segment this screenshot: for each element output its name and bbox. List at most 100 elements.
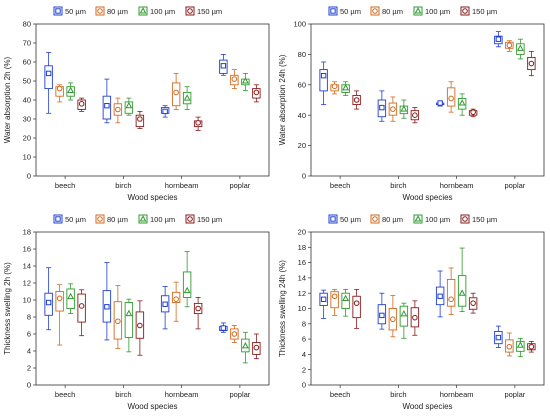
median-marker [320,72,327,79]
legend-item: 150 µm [460,6,497,16]
median-marker [470,300,476,306]
median-marker [220,325,227,331]
y-tick-label: 20 [298,141,306,150]
y-tick-label: 80 [298,50,306,59]
y-tick-label: 6 [27,330,31,339]
box-iqr [182,271,192,298]
legend-item: 150 µm [460,214,497,224]
legend-label: 80 µm [107,215,128,224]
chart-svg: 50 µm 80 µm 100 µm 150 µm 0 20 40 60 80 100 Water … [278,6,545,202]
box-plot [319,61,328,105]
box-plot [505,332,514,357]
y-axis: 0 2 4 6 8 10 12 14 16 18 20 [298,228,311,390]
y-tick-label: 16 [23,245,31,254]
box-plot [182,86,192,110]
legend-label: 50 µm [65,215,86,224]
chart-thickness-swelling-24h: 50 µm 80 µm 100 µm 150 µm 0 2 4 6 8 10 12 14 16 18 20 T… [275,208,550,417]
legend-marker [55,8,61,14]
median-marker [320,296,327,303]
y-tick-label: 0 [27,381,31,390]
legend-item: 50 µm [328,214,361,224]
chart-svg: 50 µm 80 µm 100 µm 150 µm 0 10 20 30 40 50 60 70 80 W… [3,6,270,202]
median-marker [56,295,63,302]
y-tick-label: 14 [298,274,306,283]
box-plot [44,267,53,331]
legend-label: 150 µm [472,7,497,16]
legend: 50 µm 80 µm 100 µm 150 µm [53,6,222,16]
y-tick-label: 80 [23,20,31,29]
median-marker [528,343,535,350]
box-plot [516,38,525,60]
box-plot [182,251,192,308]
box-plot [66,283,75,314]
x-axis-label: Wood species [402,402,452,411]
median-marker [390,316,396,323]
box-plot [252,84,261,103]
x-axis-label: Wood species [127,193,177,202]
y-tick-label: 18 [23,228,31,237]
y-tick-label: 0 [302,172,306,181]
legend-marker [139,7,147,14]
median-marker [183,286,191,294]
plot-frame [310,23,545,177]
legend-marker [330,8,336,14]
median-marker [220,63,227,69]
legend-marker [187,8,193,14]
legend-label: 100 µm [150,215,175,224]
box-iqr [124,302,134,338]
box-plot [388,96,398,122]
box-plot [457,247,467,312]
box-plot [446,267,456,316]
median-marker [470,109,476,115]
y-tick-label: 4 [302,350,306,359]
legend-item: 50 µm [328,6,361,16]
legend-marker [372,8,378,14]
y-tick-label: 8 [27,313,31,322]
x-tick-label: poplar [504,390,525,399]
y-tick-label: 0 [302,381,306,390]
box-plot [468,292,478,314]
y-axis-label: Thickness swelling 24h (%) [278,260,287,357]
median-marker [412,112,418,118]
y-tick-label: 2 [302,365,306,374]
median-marker [195,305,201,312]
plot-frame [35,231,270,386]
median-marker [104,304,110,310]
legend-label: 150 µm [197,7,222,16]
y-tick-label: 100 [293,20,306,29]
x-tick-label: beech [55,390,75,399]
median-marker [45,70,52,77]
x-tick-label: birch [390,390,406,399]
box-plot [435,270,445,318]
box-plot [55,84,64,103]
median-marker [458,99,466,106]
legend-item: 50 µm [53,214,86,224]
median-marker [437,293,443,299]
legend-marker [462,216,468,222]
box-plot [330,81,339,95]
legend-label: 80 µm [382,7,403,16]
box-plot [171,73,181,110]
box-plot [77,97,86,112]
median-marker [495,36,502,42]
median-marker [400,105,408,112]
median-marker [241,77,249,84]
y-tick-label: 4 [27,347,31,356]
legend-marker [97,216,103,222]
box-iqr [446,278,456,307]
box-plot [160,105,170,118]
median-marker [173,89,179,96]
box-plot [341,288,350,317]
y-tick-label: 12 [298,289,306,298]
plot-area [44,251,261,364]
legend-label: 50 µm [340,7,361,16]
legend-item: 80 µm [95,6,128,16]
box-plot [160,286,170,330]
median-marker [67,292,75,300]
legend-item: 100 µm [138,214,175,224]
median-marker [137,322,143,329]
box-plot [399,302,409,339]
legend-marker [139,215,147,222]
legend-label: 100 µm [425,7,450,16]
chart-water-absorption-24h: 50 µm 80 µm 100 µm 150 µm 0 20 40 60 80 100 Water … [275,0,550,208]
